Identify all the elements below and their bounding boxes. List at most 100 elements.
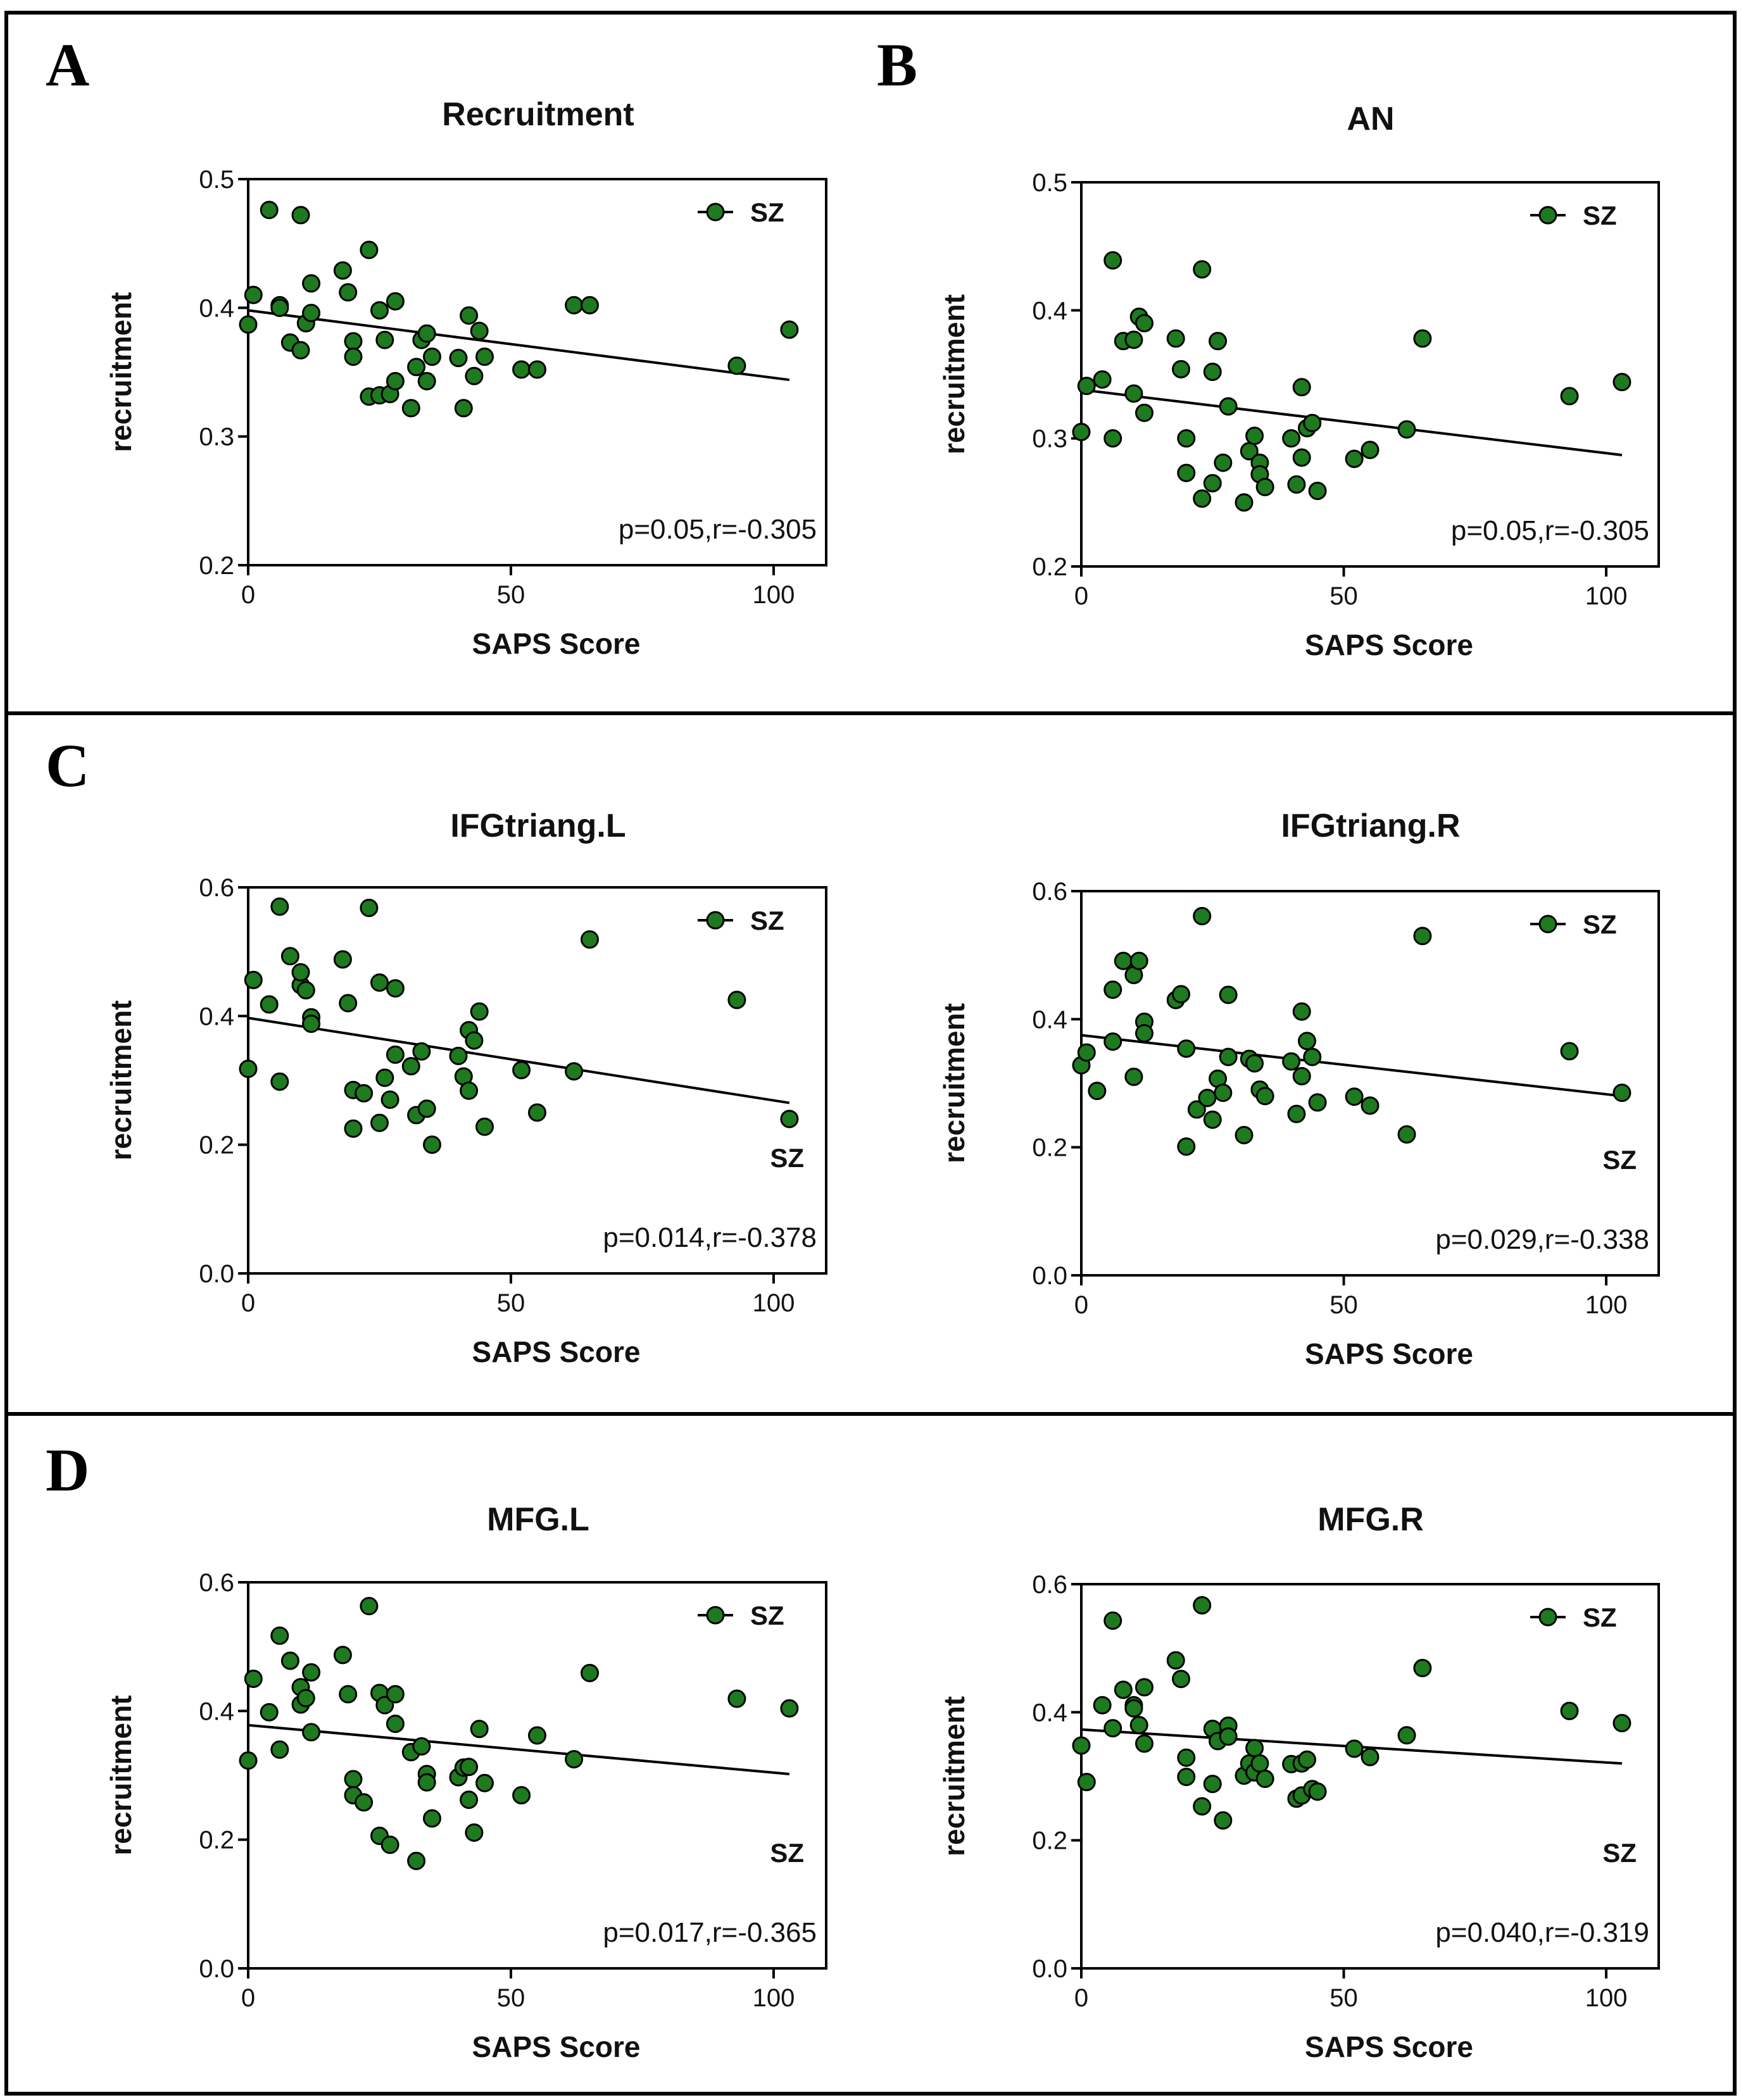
- data-point: [1345, 449, 1364, 468]
- plot-frame: [247, 886, 827, 1275]
- y-axis-label: recruitment: [104, 1000, 137, 1160]
- data-point: [1255, 1087, 1274, 1106]
- y-axis-label: recruitment: [104, 292, 137, 452]
- data-point: [239, 1059, 258, 1078]
- y-tick-label: 0.2: [1032, 1134, 1067, 1162]
- data-point: [244, 970, 263, 989]
- data-point: [401, 1057, 420, 1076]
- data-point: [1193, 906, 1212, 925]
- data-point: [1245, 1054, 1264, 1073]
- data-point: [270, 298, 289, 317]
- data-point: [1219, 1727, 1238, 1746]
- data-point: [1219, 1047, 1238, 1066]
- data-point: [1219, 397, 1238, 416]
- data-point: [475, 1117, 494, 1136]
- panel-frames: [4, 11, 1737, 2096]
- data-point: [780, 1109, 799, 1128]
- x-axis-label: SAPS Score: [472, 1335, 641, 1368]
- frame-row-2: [4, 711, 1737, 1416]
- data-point: [1103, 1719, 1122, 1738]
- data-point: [1308, 1093, 1327, 1112]
- x-tick-label: 100: [1585, 1984, 1628, 2012]
- data-point: [1214, 1811, 1233, 1830]
- data-point: [1134, 1024, 1153, 1043]
- stats-annotation: p=0.017,r=-0.365: [603, 1917, 817, 1948]
- legend-marker: [1538, 1608, 1557, 1627]
- data-point: [375, 1696, 394, 1715]
- legend-label: SZ: [1583, 1603, 1617, 1632]
- data-point: [302, 274, 321, 293]
- data-point: [333, 1646, 352, 1665]
- data-point: [380, 1835, 399, 1854]
- panel-letter-d: D: [46, 1436, 89, 1504]
- data-point: [780, 1699, 799, 1718]
- stats-annotation: p=0.05,r=-0.305: [1451, 515, 1649, 546]
- data-point: [407, 358, 426, 377]
- y-tick-label: 0.4: [199, 1697, 234, 1725]
- x-axis-label: SAPS Score: [472, 627, 641, 660]
- data-point: [344, 347, 363, 366]
- chart-title: IFGtriang.L: [450, 808, 625, 844]
- x-tick-label: 50: [497, 581, 525, 609]
- legend-marker: [1538, 915, 1557, 934]
- data-point: [270, 897, 289, 916]
- data-point: [512, 1786, 531, 1805]
- series-label: SZ: [770, 1143, 804, 1173]
- data-point: [1214, 1084, 1233, 1103]
- data-point: [565, 1750, 584, 1769]
- data-point: [460, 1081, 479, 1100]
- data-point: [1298, 1032, 1317, 1051]
- data-point: [1103, 980, 1122, 999]
- plot-frame: [1080, 181, 1660, 568]
- data-point: [375, 330, 394, 349]
- y-tick-label: 0.0: [1032, 1955, 1067, 1983]
- data-point: [1093, 1696, 1112, 1715]
- panel-letter-c: C: [46, 732, 89, 799]
- data-point: [386, 1715, 405, 1734]
- plot-frame: [1080, 1583, 1660, 1970]
- data-point: [1397, 1125, 1416, 1144]
- y-tick-label: 0.5: [199, 166, 234, 194]
- x-axis-label: SAPS Score: [1305, 2030, 1473, 2063]
- data-point: [1172, 359, 1191, 378]
- data-point: [1413, 1659, 1432, 1678]
- plot-frame: [247, 1581, 827, 1970]
- data-point: [417, 324, 436, 343]
- data-point: [1177, 1039, 1196, 1058]
- legend-marker: [706, 1606, 725, 1625]
- data-point: [1361, 1747, 1380, 1766]
- series-label: SZ: [1602, 1838, 1637, 1868]
- data-point: [1134, 1734, 1153, 1753]
- data-point: [1292, 378, 1311, 397]
- data-point: [302, 303, 321, 322]
- data-point: [1292, 448, 1311, 467]
- data-point: [302, 1723, 321, 1742]
- data-point: [1303, 1047, 1322, 1066]
- data-point: [1177, 1748, 1196, 1767]
- data-point: [360, 241, 379, 259]
- regression-line: [248, 309, 790, 382]
- data-point: [454, 399, 473, 418]
- charts-layer: Recruitment 0.2 0.3 0.4 0.5 0 50 100 SAPS Score r…: [104, 96, 1660, 2063]
- frame-row-3: [4, 1412, 1737, 2096]
- data-point: [1103, 251, 1122, 270]
- series-label: SZ: [1602, 1145, 1637, 1175]
- data-point: [291, 341, 310, 359]
- data-point: [1166, 1651, 1185, 1670]
- y-tick-label: 0.5: [1032, 169, 1067, 197]
- chart-title: MFG.R: [1317, 1501, 1424, 1538]
- data-point: [1413, 927, 1432, 946]
- x-tick-label: 0: [241, 581, 255, 609]
- regression-line: [1081, 388, 1623, 456]
- y-tick-label: 0.0: [199, 1955, 234, 1983]
- data-point: [333, 950, 352, 969]
- data-point: [1134, 314, 1153, 333]
- chart-1: Recruitment 0.2 0.3 0.4 0.5 0 50 100 SAPS Score r…: [104, 96, 827, 660]
- x-tick-label: 0: [1074, 1291, 1088, 1319]
- y-axis-label: recruitment: [938, 1003, 971, 1163]
- data-point: [1103, 1611, 1122, 1630]
- data-point: [1303, 413, 1322, 432]
- data-point: [460, 306, 479, 325]
- data-point: [244, 285, 263, 304]
- data-point: [344, 332, 363, 351]
